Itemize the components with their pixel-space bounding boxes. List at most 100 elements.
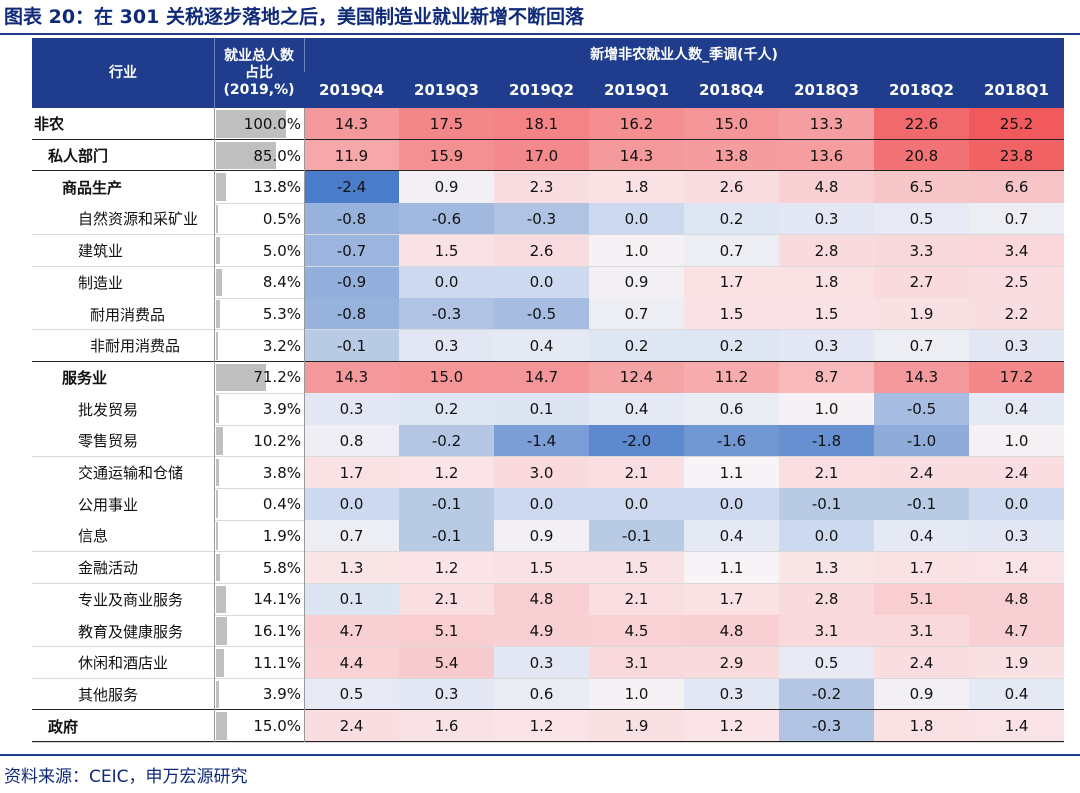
value-cell: 1.8 xyxy=(874,710,969,742)
value-cell: 4.7 xyxy=(304,615,399,647)
share-value: 15.0% xyxy=(253,717,301,736)
value-cell: 2.8 xyxy=(779,583,874,616)
value-cell: 0.0 xyxy=(969,488,1064,521)
value-cell: -1.0 xyxy=(874,425,969,457)
quarter-header: 2019Q4 xyxy=(304,72,399,108)
share-cell: 5.8% xyxy=(214,552,304,584)
share-bar xyxy=(216,236,220,265)
value-cell: 0.6 xyxy=(684,393,779,425)
value-cell: -0.1 xyxy=(779,488,874,521)
value-cell: 2.2 xyxy=(969,298,1064,330)
value-cell: 20.8 xyxy=(874,139,969,172)
value-cell: 0.4 xyxy=(874,520,969,552)
share-value: 5.8% xyxy=(262,558,301,577)
value-cell: -0.3 xyxy=(399,298,494,330)
quarter-header: 2019Q3 xyxy=(399,72,494,108)
value-cell: 4.5 xyxy=(589,615,684,647)
value-cell: 1.9 xyxy=(874,298,969,330)
value-cell: 0.9 xyxy=(494,520,589,552)
share-header: 就业总人数 占比 (2019,%) xyxy=(214,38,304,108)
value-cell: 2.6 xyxy=(494,234,589,267)
value-cell: 2.1 xyxy=(779,456,874,489)
value-cell: 17.0 xyxy=(494,139,589,172)
value-cell: -0.7 xyxy=(304,234,399,267)
value-cell: 0.4 xyxy=(684,520,779,552)
share-cell: 0.5% xyxy=(214,203,304,235)
share-cell: 11.1% xyxy=(214,647,304,679)
value-cell: 17.5 xyxy=(399,108,494,140)
value-cell: 25.2 xyxy=(969,108,1064,140)
value-cell: 0.1 xyxy=(304,583,399,616)
share-value: 0.4% xyxy=(262,495,301,514)
row-label: 信息 xyxy=(32,520,214,552)
value-cell: 0.4 xyxy=(969,678,1064,711)
share-bar xyxy=(216,331,219,360)
share-bar xyxy=(216,300,220,328)
value-cell: 1.7 xyxy=(684,266,779,299)
value-cell: 2.1 xyxy=(589,456,684,489)
quarter-header: 2018Q4 xyxy=(684,72,779,108)
value-cell: 1.0 xyxy=(779,393,874,425)
row-label: 政府 xyxy=(32,710,214,742)
value-cell: 2.7 xyxy=(874,266,969,299)
value-cell: -1.8 xyxy=(779,425,874,457)
value-cell: 0.2 xyxy=(684,329,779,362)
share-bar xyxy=(216,427,224,455)
share-bar xyxy=(216,458,219,487)
value-cell: -1.6 xyxy=(684,425,779,457)
value-cell: 0.1 xyxy=(494,393,589,425)
share-value: 13.8% xyxy=(253,178,301,197)
share-value: 3.9% xyxy=(262,400,301,419)
value-cell: 4.8 xyxy=(969,583,1064,616)
value-cell: 0.2 xyxy=(589,329,684,362)
value-cell: 4.7 xyxy=(969,615,1064,647)
value-cell: 3.4 xyxy=(969,234,1064,267)
share-cell: 85.0% xyxy=(214,140,304,172)
share-value: 3.8% xyxy=(262,463,301,482)
value-cell: 0.2 xyxy=(399,393,494,425)
table-bottom-line xyxy=(32,741,1064,742)
row-separator xyxy=(32,170,1064,172)
value-cell: 1.5 xyxy=(399,234,494,267)
share-value: 11.1% xyxy=(253,653,301,672)
quarter-header: 2018Q3 xyxy=(779,72,874,108)
value-cell: 2.4 xyxy=(874,456,969,489)
row-label: 商品生产 xyxy=(32,171,214,204)
value-cell: 1.8 xyxy=(779,266,874,299)
value-cell: 14.3 xyxy=(589,139,684,172)
row-label: 教育及健康服务 xyxy=(32,615,214,647)
value-cell: 2.3 xyxy=(494,171,589,204)
share-cell: 14.1% xyxy=(214,584,304,616)
value-cell: 14.3 xyxy=(304,361,399,394)
value-cell: 0.7 xyxy=(589,298,684,330)
figure-title: 图表 20：在 301 关税逐步落地之后，美国制造业就业新增不断回落 xyxy=(4,6,584,28)
value-cell: 0.7 xyxy=(969,203,1064,235)
quarter-header: 2019Q1 xyxy=(589,72,684,108)
share-value: 10.2% xyxy=(253,431,301,450)
value-cell: -0.1 xyxy=(304,329,399,362)
value-cell: 0.0 xyxy=(589,488,684,521)
share-cell: 1.9% xyxy=(214,520,304,552)
value-cell: 3.1 xyxy=(589,646,684,679)
value-cell: 0.4 xyxy=(494,329,589,362)
value-cell: 0.3 xyxy=(399,329,494,362)
value-cell: 1.4 xyxy=(969,551,1064,584)
value-cell: 2.9 xyxy=(684,646,779,679)
share-bar xyxy=(216,110,286,138)
value-cell: 0.8 xyxy=(304,425,399,457)
share-cell: 100.0% xyxy=(214,108,304,140)
value-cell: 4.4 xyxy=(304,646,399,679)
share-header-line-1: 就业总人数 xyxy=(224,47,294,64)
value-cell: 11.9 xyxy=(304,139,399,172)
value-cell: 15.0 xyxy=(399,361,494,394)
share-cell: 13.8% xyxy=(214,171,304,203)
quarter-header: 2018Q1 xyxy=(969,72,1064,108)
value-cell: 3.1 xyxy=(779,615,874,647)
share-bar xyxy=(216,712,227,740)
row-label: 服务业 xyxy=(32,361,214,394)
title-rule xyxy=(0,33,1080,35)
share-value: 5.0% xyxy=(262,241,301,260)
value-cell: 1.2 xyxy=(399,551,494,584)
value-cell: -2.0 xyxy=(589,425,684,457)
share-value: 3.9% xyxy=(262,685,301,704)
